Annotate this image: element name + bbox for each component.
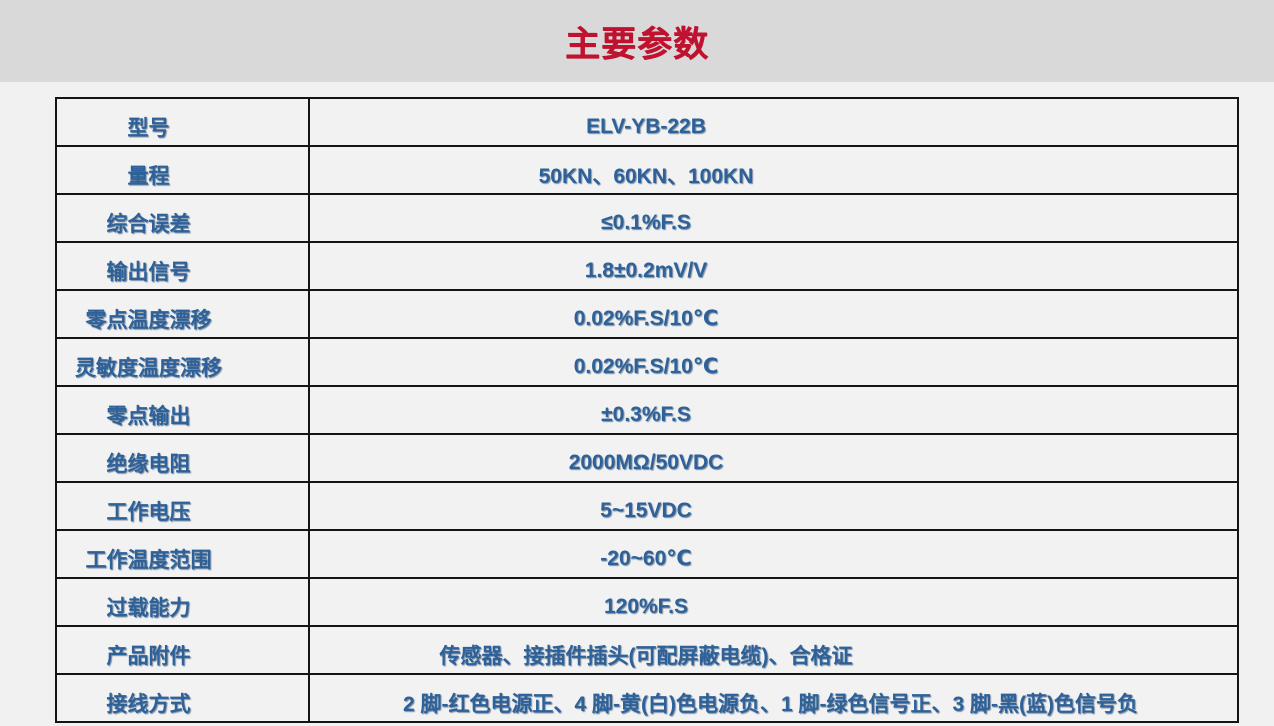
param-label: 绝缘电阻	[55, 433, 310, 483]
table-row-sensitivity-drift: 灵敏度温度漂移 0.02%F.S/10℃	[55, 337, 1239, 387]
table-row-working-voltage: 工作电压 5~15VDC	[55, 481, 1239, 531]
param-value: 1.8±0.2mV/V	[308, 241, 1239, 291]
param-label: 接线方式	[55, 673, 310, 723]
param-value: 5~15VDC	[308, 481, 1239, 531]
parameters-table: 型号 ELV-YB-22B 量程 50KN、60KN、100KN 综合误差 ≤0…	[55, 97, 1239, 723]
param-value: 2 脚-红色电源正、4 脚-黄(白)色电源负、1 脚-绿色信号正、3 脚-黑(蓝…	[308, 673, 1239, 723]
param-value: 传感器、接插件插头(可配屏蔽电缆)、合格证	[308, 625, 1239, 675]
param-label: 灵敏度温度漂移	[55, 337, 310, 387]
param-label: 综合误差	[55, 193, 310, 243]
table-row-wiring: 接线方式 2 脚-红色电源正、4 脚-黄(白)色电源负、1 脚-绿色信号正、3 …	[55, 673, 1239, 723]
param-value: 0.02%F.S/10℃	[308, 337, 1239, 387]
table-row-overload-capacity: 过载能力 120%F.S	[55, 577, 1239, 627]
table-row-range: 量程 50KN、60KN、100KN	[55, 145, 1239, 195]
param-label: 工作电压	[55, 481, 310, 531]
param-value: 2000MΩ/50VDC	[308, 433, 1239, 483]
param-value: ±0.3%F.S	[308, 385, 1239, 435]
table-row-zero-output: 零点输出 ±0.3%F.S	[55, 385, 1239, 435]
param-label: 零点输出	[55, 385, 310, 435]
param-value: 0.02%F.S/10℃	[308, 289, 1239, 339]
table-row-output-signal: 输出信号 1.8±0.2mV/V	[55, 241, 1239, 291]
header-band: 主要参数	[0, 0, 1274, 82]
param-label: 输出信号	[55, 241, 310, 291]
param-label: 量程	[55, 145, 310, 195]
table-row-accessories: 产品附件 传感器、接插件插头(可配屏蔽电缆)、合格证	[55, 625, 1239, 675]
param-value: 120%F.S	[308, 577, 1239, 627]
table-row-zero-drift: 零点温度漂移 0.02%F.S/10℃	[55, 289, 1239, 339]
table-row-model: 型号 ELV-YB-22B	[55, 97, 1239, 147]
page-title: 主要参数	[564, 24, 709, 64]
param-label: 零点温度漂移	[55, 289, 310, 339]
param-label: 型号	[55, 97, 310, 147]
param-value: ELV-YB-22B	[308, 97, 1239, 147]
param-value: -20~60℃	[308, 529, 1239, 579]
param-value: ≤0.1%F.S	[308, 193, 1239, 243]
param-label: 工作温度范围	[55, 529, 310, 579]
table-row-combined-error: 综合误差 ≤0.1%F.S	[55, 193, 1239, 243]
table-row-insulation-resistance: 绝缘电阻 2000MΩ/50VDC	[55, 433, 1239, 483]
param-value: 50KN、60KN、100KN	[308, 145, 1239, 195]
table-row-working-temp-range: 工作温度范围 -20~60℃	[55, 529, 1239, 579]
param-label: 产品附件	[55, 625, 310, 675]
param-label: 过载能力	[55, 577, 310, 627]
